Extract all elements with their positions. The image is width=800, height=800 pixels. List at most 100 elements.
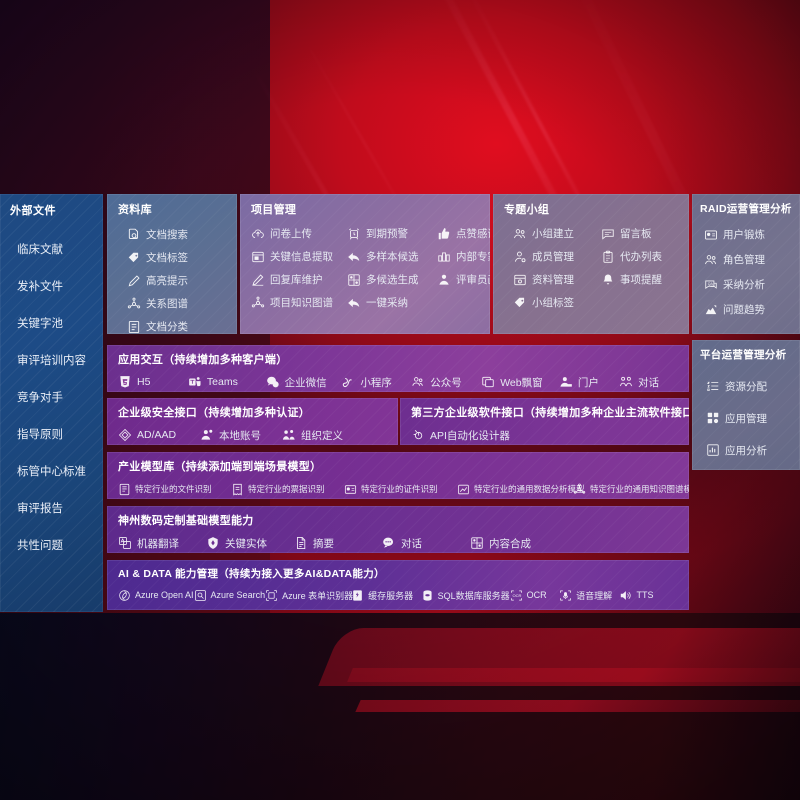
group-item-event-reminder[interactable]: 事项提醒 <box>601 268 689 291</box>
thirdparty-item-api-designer[interactable]: API自动化设计器 <box>411 424 510 445</box>
group-item-group-tag[interactable]: 小组标签 <box>513 291 601 314</box>
apps-gear-icon <box>706 411 720 425</box>
project-item-reply-library[interactable]: 回复库维护 <box>251 268 347 291</box>
industry-model-item-knowledge-graph[interactable]: 特定行业的通用知识图谱模型 <box>573 478 689 499</box>
base-model-item-key-entity[interactable]: 关键实体 <box>206 532 294 553</box>
speech-understand-icon <box>559 589 572 602</box>
raid-item-role-manage[interactable]: 角色管理 <box>704 247 800 272</box>
background-bottom <box>0 613 800 800</box>
project-item-expiry-alert[interactable]: 到期预警 <box>347 222 437 245</box>
security-row: 企业级安全接口（持续增加多种认证） AD/AAD 本地账号 组织定义 <box>107 398 398 445</box>
sidebar-item-supplement-docs[interactable]: 发补文件 <box>17 281 63 293</box>
sidebar-item-clinical-literature[interactable]: 临床文献 <box>17 244 63 256</box>
entity-shield-icon <box>206 536 220 550</box>
industry-model-item-data-analysis[interactable]: 特定行业的通用数据分析模型 <box>457 478 585 499</box>
interaction-item-label: 企业微信 <box>284 376 327 389</box>
interaction-item-web-popup[interactable]: Web飘窗 <box>481 371 559 392</box>
interaction-item-teams[interactable]: Teams <box>188 371 266 392</box>
group-items: 小组建立 留言板 成员管理 代办列表 资料管理 事项提醒 <box>493 217 689 314</box>
raid-item-user-profile[interactable]: 用户锻炼 <box>704 222 800 247</box>
project-item-one-click-adopt[interactable]: 一键采纳 <box>347 291 437 314</box>
interaction-items: H5 Teams 企业微信 小程序 公众号 Web飘窗 <box>107 367 689 392</box>
sidebar-item-standards-center[interactable]: 标管中心标准 <box>17 466 86 478</box>
interaction-item-official-account[interactable]: 公众号 <box>411 371 481 392</box>
interaction-item-label: H5 <box>137 376 151 388</box>
project-item-expert-ranking[interactable]: 内部专家排名 <box>437 245 490 268</box>
interaction-item-h5[interactable]: H5 <box>118 371 188 392</box>
bell-icon <box>601 273 615 287</box>
project-item-reviewer-profile[interactable]: 评审员画像 <box>437 268 490 291</box>
ai-data-item-azure-search[interactable]: Azure Search <box>194 584 265 606</box>
industry-model-item-label: 特定行业的通用数据分析模型 <box>474 484 585 494</box>
raid-item-issue-trend[interactable]: 问题趋势 <box>704 297 800 322</box>
sidebar-item-keyword-pool[interactable]: 关键字池 <box>17 318 63 330</box>
industry-model-item-receipt-recognition[interactable]: 特定行业的票据识别 <box>231 478 344 499</box>
ai-data-item-form-recognizer[interactable]: Azure 表单识别器 <box>265 584 353 606</box>
ai-data-item-tts[interactable]: TTS <box>619 584 689 606</box>
wechat-work-icon <box>266 375 280 389</box>
ai-data-item-speech-understanding[interactable]: 语音理解 <box>559 584 619 606</box>
group-item-create-group[interactable]: 小组建立 <box>513 222 601 245</box>
thumbs-up-icon <box>437 227 451 241</box>
sidebar-item-guidelines[interactable]: 指导原则 <box>17 429 63 441</box>
project-item-multi-sample-candidate[interactable]: 多样本候选 <box>347 245 437 268</box>
library-item-highlight[interactable]: 高亮提示 <box>127 269 237 292</box>
library-item-document-search[interactable]: 文档搜索 <box>127 223 237 246</box>
industry-model-item-file-recognition[interactable]: 特定行业的文件识别 <box>118 478 231 499</box>
library-item-relation-graph[interactable]: 关系图谱 <box>127 292 237 315</box>
project-item-knowledge-graph[interactable]: 项目知识图谱 <box>251 291 347 314</box>
base-model-item-summary[interactable]: 摘要 <box>294 532 382 553</box>
ai-data-item-label: 缓存服务器 <box>368 590 414 601</box>
raid-item-adoption-analysis[interactable]: QA 采纳分析 <box>704 272 800 297</box>
ai-data-item-sql-server[interactable]: SQL数据库服务器 <box>421 584 510 606</box>
platform-item-resource-allocation[interactable]: 资源分配 <box>706 370 800 402</box>
project-item-key-info-extract[interactable]: 关键信息提取 <box>251 245 347 268</box>
platform-item-app-manage[interactable]: 应用管理 <box>706 402 800 434</box>
project-item-questionnaire-upload[interactable]: 问卷上传 <box>251 222 347 245</box>
raid-item-label: 角色管理 <box>723 254 765 266</box>
interaction-item-portal[interactable]: 门户 <box>559 371 619 392</box>
sidebar-item-review-training[interactable]: 审评培训内容 <box>17 355 86 367</box>
security-item-label: AD/AAD <box>137 429 177 441</box>
interaction-item-dialogue[interactable]: 对话 <box>619 371 689 392</box>
qa-chat-icon: QA <box>704 278 718 292</box>
graph-network-icon <box>573 483 586 496</box>
ocr-icon: OCR <box>510 589 523 602</box>
project-card: 项目管理 问卷上传 到期预警 点赞感谢 关键信息提取 多样本候选 <box>240 194 490 334</box>
ai-data-item-ocr[interactable]: OCR OCR <box>510 584 559 606</box>
tag-icon <box>513 296 527 310</box>
project-item-multi-candidate-gen[interactable]: 多候选生成 <box>347 268 437 291</box>
library-item-document-classify[interactable]: 文档分类 <box>127 315 237 334</box>
sidebar-item-common-issues[interactable]: 共性问题 <box>17 540 63 552</box>
sidebar-item-competitors[interactable]: 竞争对手 <box>17 392 63 404</box>
interaction-item-mini-program[interactable]: 小程序 <box>341 371 411 392</box>
library-item-document-tag[interactable]: 文档标签 <box>127 246 237 269</box>
platform-card: 平台运营管理分析 资源分配 应用管理 应用分析 <box>692 340 800 470</box>
group-item-material-manage[interactable]: 资料管理 <box>513 268 601 291</box>
raid-title: RAID运营管理分析 <box>700 203 792 215</box>
raid-item-label: 采纳分析 <box>723 279 765 291</box>
base-model-item-content-compose[interactable]: 内容合成 <box>470 532 558 553</box>
group-card: 专题小组 小组建立 留言板 成员管理 代办列表 资料管理 <box>493 194 689 334</box>
base-model-item-dialogue[interactable]: 对话 <box>382 532 470 553</box>
group-item-member-manage[interactable]: 成员管理 <box>513 245 601 268</box>
sidebar-item-review-report[interactable]: 审评报告 <box>17 503 63 515</box>
ai-data-item-azure-openai[interactable]: Azure Open AI <box>118 584 194 606</box>
base-model-item-machine-translation[interactable]: 机器翻译 <box>118 532 206 553</box>
interaction-item-wechat-work[interactable]: 企业微信 <box>266 371 342 392</box>
library-title: 资料库 <box>118 204 152 216</box>
group-item-todo-list[interactable]: 代办列表 <box>601 245 689 268</box>
security-item-local-account[interactable]: 本地账号 <box>200 424 282 445</box>
ai-data-item-cache-server[interactable]: 缓存服务器 <box>351 584 421 606</box>
group-item-message-board[interactable]: 留言板 <box>601 222 689 245</box>
platform-item-app-analysis[interactable]: 应用分析 <box>706 434 800 466</box>
platform-item-label: 资源分配 <box>725 380 767 393</box>
portal-person-icon <box>559 375 573 389</box>
project-item-thanks-like[interactable]: 点赞感谢 <box>437 222 490 245</box>
security-item-ad-aad[interactable]: AD/AAD <box>118 424 200 445</box>
interaction-item-label: 小程序 <box>360 376 392 389</box>
security-item-org-define[interactable]: 组织定义 <box>282 424 364 445</box>
industry-model-item-id-recognition[interactable]: 特定行业的证件识别 <box>344 478 457 499</box>
project-item-label: 回复库维护 <box>270 274 323 286</box>
data-analysis-icon <box>457 483 470 496</box>
